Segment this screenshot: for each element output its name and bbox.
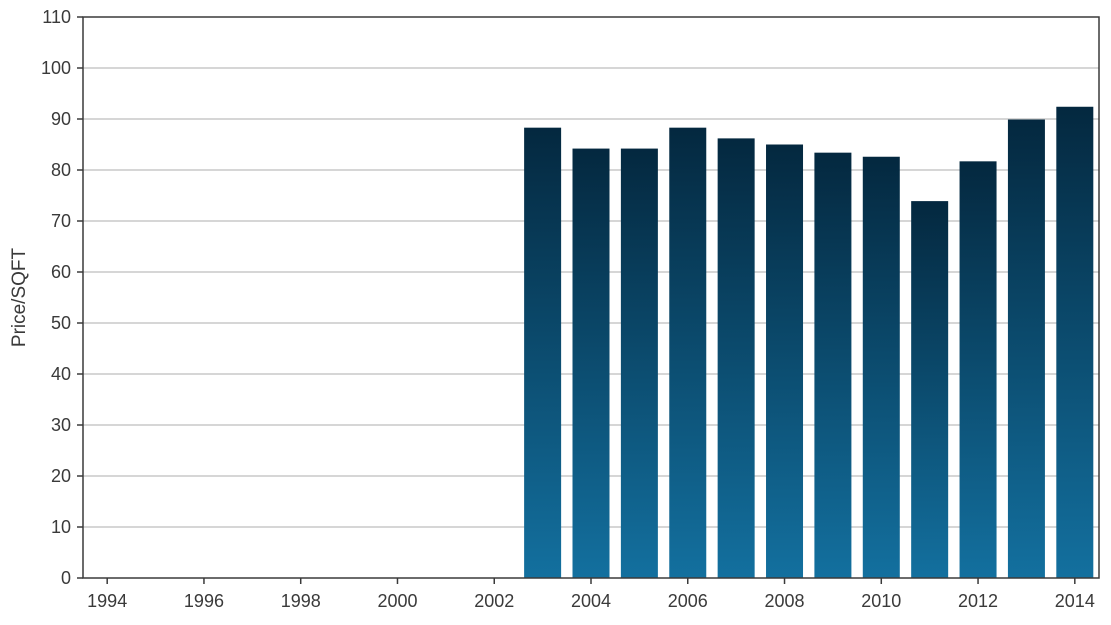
bar-2011 — [911, 201, 949, 579]
y-tick-label: 70 — [51, 211, 71, 231]
x-tick-label: 2012 — [958, 591, 998, 611]
x-tick-label: 2010 — [861, 591, 901, 611]
bar-2003 — [524, 127, 562, 579]
bar-2012 — [959, 161, 997, 578]
y-tick-label: 110 — [42, 7, 71, 27]
x-tick-label: 2002 — [474, 591, 514, 611]
bar-2013 — [1007, 119, 1045, 578]
bar-2008 — [766, 144, 804, 578]
y-tick-label: 50 — [51, 313, 71, 333]
x-tick-label: 2000 — [377, 591, 417, 611]
y-tick-label: 0 — [61, 568, 71, 588]
y-tick-label: 30 — [51, 415, 71, 435]
y-tick-label: 40 — [51, 364, 71, 384]
x-tick-label: 2014 — [1055, 591, 1095, 611]
y-axis-ticks: 0 10 20 30 40 50 60 70 80 90 100 110 — [41, 7, 83, 588]
bar-2006 — [669, 127, 707, 579]
x-tick-label: 2004 — [571, 591, 611, 611]
y-tick-label: 90 — [51, 109, 71, 129]
y-tick-label: 10 — [51, 517, 71, 537]
y-tick-label: 80 — [51, 160, 71, 180]
x-tick-label: 2006 — [668, 591, 708, 611]
bar-2014 — [1056, 106, 1094, 578]
bar-2009 — [814, 152, 852, 578]
x-tick-label: 1996 — [184, 591, 224, 611]
y-tick-label: 20 — [51, 466, 71, 486]
bar-2005 — [620, 148, 658, 578]
y-axis-title: Price/SQFT — [9, 247, 30, 347]
bar-2004 — [572, 148, 610, 578]
x-axis-ticks: 1994 1996 1998 2000 2002 2004 2006 2008 2010 2012… — [87, 578, 1095, 611]
y-tick-label: 100 — [41, 58, 71, 78]
bar-2010 — [862, 156, 900, 579]
bar-2007 — [717, 138, 755, 578]
x-tick-label: 1994 — [87, 591, 127, 611]
bars — [524, 106, 1094, 579]
y-tick-label: 60 — [51, 262, 71, 282]
x-tick-label: 2008 — [765, 591, 805, 611]
x-tick-label: 1998 — [281, 591, 321, 611]
